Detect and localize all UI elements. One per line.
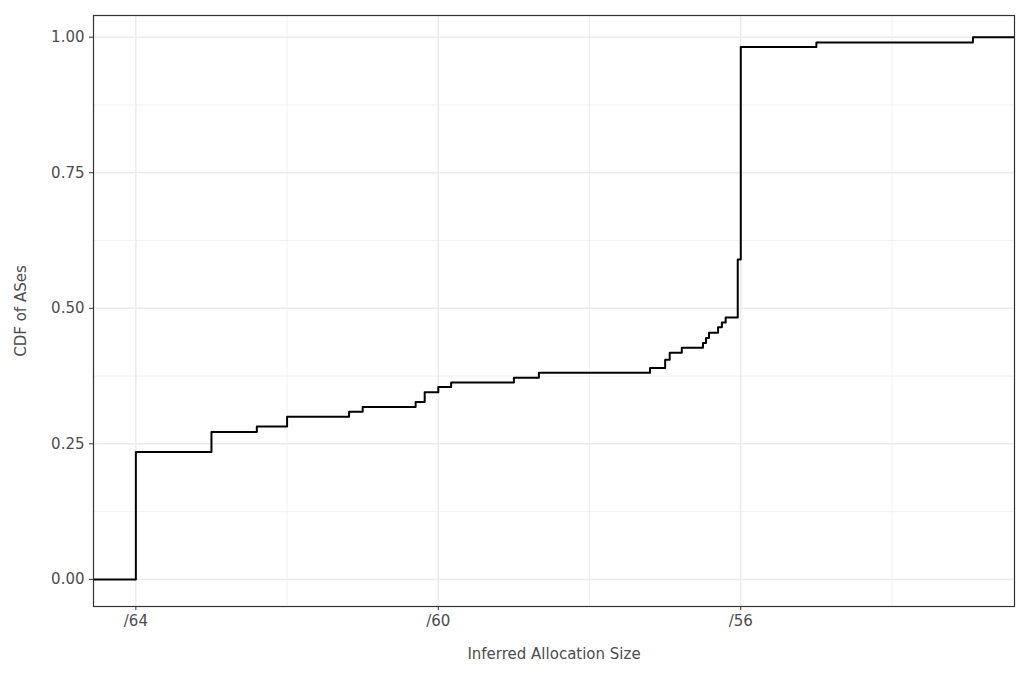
svg-text:0.00: 0.00 xyxy=(51,570,84,588)
svg-text:Inferred Allocation Size: Inferred Allocation Size xyxy=(467,645,640,663)
svg-text:CDF of ASes: CDF of ASes xyxy=(12,265,30,357)
svg-text:/56: /56 xyxy=(729,612,753,630)
svg-text:1.00: 1.00 xyxy=(51,28,84,46)
svg-text:/60: /60 xyxy=(426,612,450,630)
svg-text:0.75: 0.75 xyxy=(51,164,84,182)
svg-text:/64: /64 xyxy=(124,612,148,630)
svg-text:0.25: 0.25 xyxy=(51,435,84,453)
svg-text:0.50: 0.50 xyxy=(51,299,84,317)
